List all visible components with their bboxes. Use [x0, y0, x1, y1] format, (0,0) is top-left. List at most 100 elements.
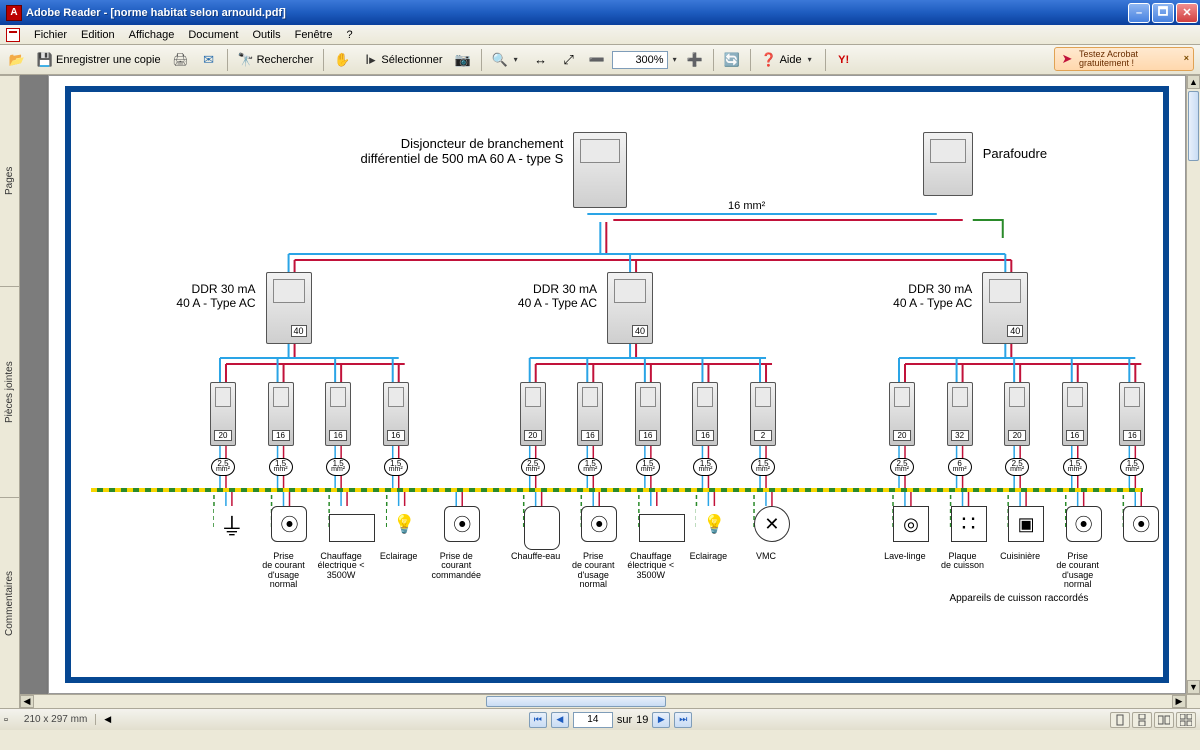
outlet-label-2-2: Cuisinière	[990, 552, 1050, 561]
ddr-module-0: 40	[266, 272, 312, 344]
menu-fichier[interactable]: Fichier	[34, 29, 67, 41]
first-page-button[interactable]: ⏮	[529, 712, 547, 728]
print-button[interactable]: 🖨	[168, 49, 194, 71]
callout-close-icon[interactable]: ×	[1184, 54, 1189, 63]
washer-icon: ◎	[893, 506, 929, 542]
side-panel-tabs: Pages Pièces jointes Commentaires	[0, 75, 20, 708]
scroll-right-button[interactable]: ▶	[1172, 695, 1186, 708]
search-button[interactable]: 🔭 Rechercher	[233, 49, 319, 71]
breaker-1-4: 2	[750, 382, 776, 446]
maximize-button[interactable]: 🗖	[1152, 3, 1174, 23]
menu-help[interactable]: ?	[347, 29, 353, 41]
zoom-out-button[interactable]: ➖	[584, 49, 610, 71]
menu-fenetre[interactable]: Fenêtre	[295, 29, 333, 41]
facing-view-button[interactable]	[1154, 712, 1174, 728]
zoom-field[interactable]: 300%	[612, 51, 668, 69]
breaker-0-3: 16	[383, 382, 409, 446]
last-page-button[interactable]: ⏭	[674, 712, 692, 728]
ddr-module-2: 40	[982, 272, 1028, 344]
zoom-plus-button[interactable]: ➕	[682, 49, 708, 71]
scroll-corner	[1186, 694, 1200, 708]
hscroll-thumb[interactable]	[486, 696, 666, 707]
yahoo-button[interactable]: Y!	[831, 49, 857, 71]
diagram-frame: Disjoncteur de branchement différentiel …	[65, 86, 1169, 683]
menu-document[interactable]: Document	[188, 29, 238, 41]
boiler-icon	[524, 506, 560, 550]
hscroll-left-icon[interactable]: ◀	[104, 714, 111, 725]
fit-page-button[interactable]: ⤢	[556, 49, 582, 71]
continuous-view-button[interactable]	[1132, 712, 1152, 728]
breaker-2-1: 32	[947, 382, 973, 446]
single-page-view-button[interactable]	[1110, 712, 1130, 728]
breaker-1-3: 16	[692, 382, 718, 446]
document-viewport[interactable]: Disjoncteur de branchement différentiel …	[20, 75, 1200, 708]
select-tool-button[interactable]: Ⅰ▸ Sélectionner	[357, 49, 447, 71]
menu-outils[interactable]: Outils	[252, 29, 280, 41]
ground-bus	[91, 488, 1143, 492]
sidetab-pages[interactable]: Pages	[0, 75, 19, 286]
fit-page-icon: ⤢	[561, 52, 577, 68]
breaker-2-4: 16	[1119, 382, 1145, 446]
fit-width-button[interactable]: ↔	[528, 49, 554, 71]
vscroll-thumb[interactable]	[1188, 91, 1199, 161]
breaker-0-1: 16	[268, 382, 294, 446]
hand-tool-button[interactable]: ✋	[329, 49, 355, 71]
sidetab-comments[interactable]: Commentaires	[0, 497, 19, 708]
menu-bar: Fichier Edition Affichage Document Outil…	[0, 25, 1200, 45]
status-page-icon: ▫	[4, 714, 8, 726]
gauge-1-3: 1,5mm²	[693, 458, 717, 476]
scroll-left-button[interactable]: ◀	[20, 695, 34, 708]
breaker-2-2: 20	[1004, 382, 1030, 446]
outlet-label-1-4: VMC	[736, 552, 796, 561]
main-area: Pages Pièces jointes Commentaires Disjon…	[0, 75, 1200, 708]
sidetab-attachments[interactable]: Pièces jointes	[0, 286, 19, 497]
page-sep: sur	[617, 714, 632, 726]
open-button[interactable]: 📂	[4, 49, 30, 71]
scroll-down-button[interactable]: ▼	[1187, 680, 1200, 694]
main-breaker	[573, 132, 627, 208]
gauge-1-1: 1,5mm²	[578, 458, 602, 476]
outlet-icon: ⦿	[444, 506, 480, 542]
breaker-1-2: 16	[635, 382, 661, 446]
save-copy-button[interactable]: 💾 Enregistrer une copie	[32, 49, 166, 71]
outlet-label-1-2: Chauffage électrique < 3500W	[621, 552, 681, 580]
close-button[interactable]: ✕	[1176, 3, 1198, 23]
minimize-button[interactable]: –	[1128, 3, 1150, 23]
rotate-button[interactable]: 🔄	[719, 49, 745, 71]
binoculars-icon: 🔭	[238, 52, 254, 68]
ddr-label-2: DDR 30 mA 40 A - Type AC	[862, 282, 972, 310]
hand-icon: ✋	[334, 52, 350, 68]
zoom-in-button[interactable]: 🔍▾	[487, 49, 526, 71]
next-page-button[interactable]: ▶	[652, 712, 670, 728]
surge-arrester	[923, 132, 973, 196]
electrical-diagram: Disjoncteur de branchement différentiel …	[71, 92, 1163, 677]
snapshot-button[interactable]: 📷	[450, 49, 476, 71]
menu-affichage[interactable]: Affichage	[129, 29, 175, 41]
outlet-label-0-3: Eclairage	[369, 552, 429, 561]
breaker-0-2: 16	[325, 382, 351, 446]
prev-page-button[interactable]: ◀	[551, 712, 569, 728]
gauge-0-3: 1,5mm²	[384, 458, 408, 476]
email-button[interactable]: ✉	[196, 49, 222, 71]
page-number-field[interactable]: 14	[573, 712, 613, 728]
rotate-icon: 🔄	[724, 52, 740, 68]
vertical-scrollbar[interactable]: ▲ ▼	[1186, 75, 1200, 694]
mail-icon: ✉	[201, 52, 217, 68]
gauge-2-4: 1,5mm²	[1120, 458, 1144, 476]
acrobat-trial-callout[interactable]: ➤ Testez Acrobat gratuitement ! ×	[1054, 47, 1194, 71]
select-label: Sélectionner	[381, 54, 442, 66]
minus-icon: ➖	[589, 52, 605, 68]
outlet-label-2-0: Lave-linge	[875, 552, 935, 561]
scroll-up-button[interactable]: ▲	[1187, 75, 1200, 89]
gauge-1-2: 1,5mm²	[636, 458, 660, 476]
menu-edition[interactable]: Edition	[81, 29, 115, 41]
help-button[interactable]: ❓ Aide ▾	[756, 49, 820, 71]
acrobat-icon: ➤	[1059, 51, 1075, 67]
zoom-dropdown-icon[interactable]: ▾	[670, 55, 680, 64]
yahoo-icon: Y!	[836, 52, 852, 68]
horizontal-scrollbar[interactable]: ◀ ▶	[20, 694, 1186, 708]
continuous-facing-view-button[interactable]	[1176, 712, 1196, 728]
heater-icon	[639, 514, 685, 542]
outlet-icon: ⦿	[1123, 506, 1159, 542]
toolbar: 📂 💾 Enregistrer une copie 🖨 ✉ 🔭 Recherch…	[0, 45, 1200, 75]
